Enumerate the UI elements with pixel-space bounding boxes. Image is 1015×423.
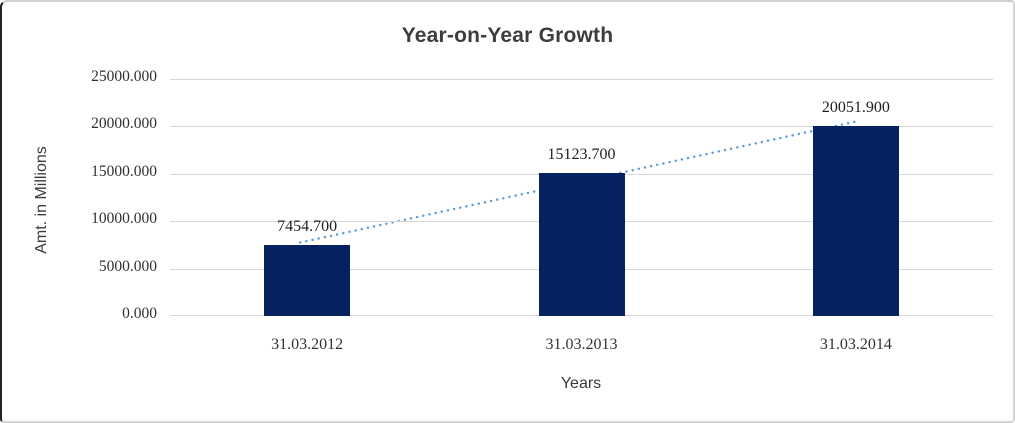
y-tick-label: 10000.000 xyxy=(91,210,157,228)
bar xyxy=(812,125,899,316)
y-tick-label: 25000.000 xyxy=(91,68,157,85)
x-tick-label: 31.03.2013 xyxy=(545,336,618,353)
plot-area: 7454.700 15123.700 20051.900 xyxy=(170,79,993,316)
x-axis-tick-labels: 31.03.2012 31.03.2013 31.03.2014 xyxy=(170,336,993,358)
y-axis-tick-labels: 25000.000 20000.000 15000.000 10000.000 5000… xyxy=(2,68,157,322)
y-tick-label: 5000.000 xyxy=(98,257,157,275)
bar-value-label: 20051.900 xyxy=(821,98,890,116)
gridline xyxy=(170,126,993,128)
chart-title: Year-on-Year Growth xyxy=(401,24,614,47)
bar-value-label: 15123.700 xyxy=(547,145,616,163)
trendline xyxy=(298,120,859,244)
bar xyxy=(538,172,625,316)
frame-top-shadow xyxy=(2,0,362,2)
gridline xyxy=(170,79,993,80)
x-axis-title: Years xyxy=(560,375,602,392)
x-tick-label: 31.03.2012 xyxy=(271,336,344,353)
bar-value-label: 7454.700 xyxy=(277,218,338,236)
x-tick-label: 31.03.2014 xyxy=(819,336,892,353)
bar xyxy=(264,245,351,316)
y-tick-label: 0.000 xyxy=(122,305,157,322)
y-tick-label: 20000.000 xyxy=(91,115,157,133)
y-tick-label: 15000.000 xyxy=(91,162,157,180)
